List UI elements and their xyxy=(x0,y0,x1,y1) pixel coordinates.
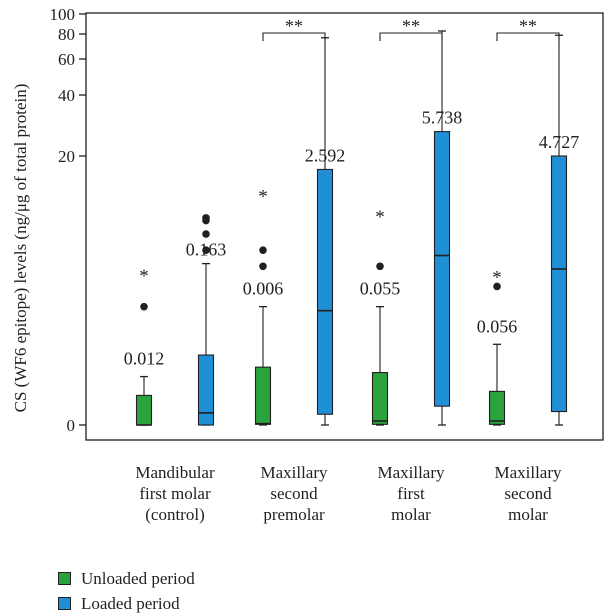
boxes: * * * * xyxy=(135,30,568,426)
outlier-point xyxy=(202,214,210,222)
y-tick-label: 80 xyxy=(58,25,75,44)
y-tick-label: 100 xyxy=(50,5,76,24)
box-body xyxy=(254,366,272,425)
extreme-point: * xyxy=(258,187,268,208)
box-body xyxy=(488,390,506,425)
category-label-line: first molar xyxy=(139,484,211,503)
significance-bracket xyxy=(496,32,560,41)
category-label-line: molar xyxy=(508,505,548,524)
outlier-point xyxy=(493,282,501,291)
category-label-line: (control) xyxy=(145,505,204,524)
category-label-line: premolar xyxy=(263,505,325,524)
significance-bracket xyxy=(379,32,443,41)
y-tick-label: 40 xyxy=(58,86,75,105)
legend: Unloaded period Loaded period xyxy=(58,566,195,616)
outlier-point xyxy=(259,246,267,254)
box-unloaded: * xyxy=(488,267,506,426)
box-unloaded: * xyxy=(254,187,272,426)
legend-swatch-loaded xyxy=(58,597,71,610)
category-label-line: second xyxy=(270,484,318,503)
box-body xyxy=(371,371,389,425)
box-body xyxy=(550,155,568,413)
category-label-line: Maxillary xyxy=(260,463,328,482)
category-label-line: first xyxy=(397,484,425,503)
p-value-label: 0.055 xyxy=(360,279,401,299)
loaded-value-label: 5.738 xyxy=(422,108,463,128)
category-labels: Mandibular first molar (control) Maxillary s… xyxy=(135,463,562,524)
outlier-point xyxy=(140,302,148,311)
p-value-label: 0.012 xyxy=(124,349,165,369)
box-body xyxy=(197,354,215,426)
outlier-point xyxy=(259,262,267,271)
legend-item-unloaded: Unloaded period xyxy=(58,566,195,591)
significance-bracket xyxy=(262,32,326,41)
extreme-point: * xyxy=(375,207,385,228)
category-label-line: Maxillary xyxy=(494,463,562,482)
category-label: Maxillary second premolar xyxy=(260,463,328,524)
category-label-line: Mandibular xyxy=(135,463,215,482)
y-tick-label: 60 xyxy=(58,50,75,69)
box-loaded xyxy=(550,34,568,426)
box-body xyxy=(316,168,334,415)
extreme-point: * xyxy=(139,266,149,287)
extreme-point: * xyxy=(492,267,502,288)
box-body xyxy=(433,131,451,407)
category-label-line: Maxillary xyxy=(377,463,445,482)
outlier-point xyxy=(376,262,384,271)
significance-marker: ** xyxy=(519,16,537,36)
legend-label-loaded: Loaded period xyxy=(81,593,180,613)
y-tick-label: 20 xyxy=(58,147,75,166)
category-label: Mandibular first molar (control) xyxy=(135,463,215,524)
significance-marker: ** xyxy=(285,16,303,36)
box-body xyxy=(135,394,153,426)
plot-frame xyxy=(85,12,604,441)
box-unloaded: * xyxy=(371,207,389,426)
y-tick-label: 0 xyxy=(67,416,76,435)
legend-label-unloaded: Unloaded period xyxy=(81,568,195,588)
box-unloaded: * xyxy=(135,266,153,426)
box-loaded xyxy=(316,37,334,426)
p-value-label: 0.006 xyxy=(243,279,284,299)
loaded-value-label: 2.592 xyxy=(305,145,346,165)
legend-swatch-unloaded xyxy=(58,572,71,585)
p-value-label: 0.056 xyxy=(477,316,518,336)
significance-marker: ** xyxy=(402,16,420,36)
loaded-value-label: 4.727 xyxy=(539,132,580,152)
category-label-line: molar xyxy=(391,505,431,524)
y-axis-label: CS (WF6 epitope) levels (ng/μg of total … xyxy=(11,84,30,413)
category-label: Maxillary first molar xyxy=(377,463,445,524)
legend-item-loaded: Loaded period xyxy=(58,591,195,616)
loaded-value-label: 0.163 xyxy=(186,240,227,260)
box-loaded xyxy=(433,30,451,426)
category-label-line: second xyxy=(504,484,552,503)
box-loaded xyxy=(197,214,215,426)
category-label: Maxillary second molar xyxy=(494,463,562,524)
outlier-point xyxy=(202,246,210,254)
outlier-point xyxy=(202,230,210,238)
annotations: 0.012 0.006 0.055 0.056 0.163 2.592 5.738 4.727… xyxy=(124,16,580,369)
